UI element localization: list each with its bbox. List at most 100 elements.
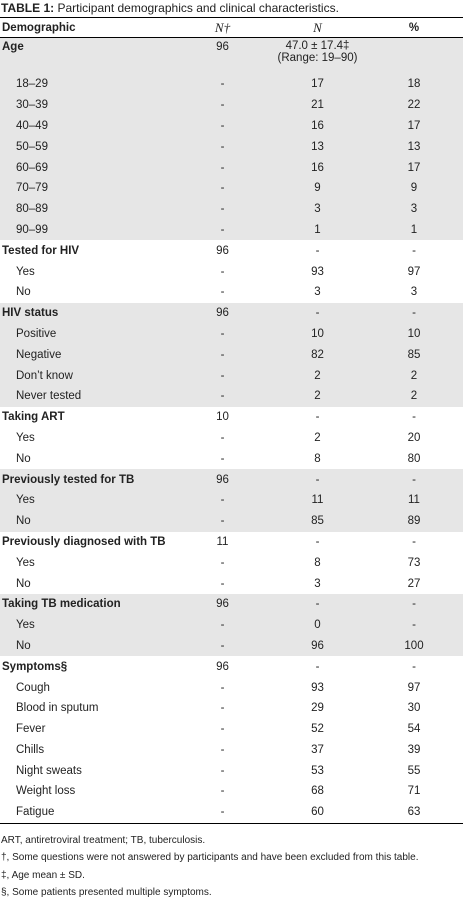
row: Yes - 93 97	[0, 261, 463, 282]
cell: -	[365, 469, 463, 490]
cell: 2	[270, 385, 365, 407]
row: 18–29-17 18	[0, 74, 463, 95]
row-label: Fever	[16, 723, 46, 736]
cell: 96	[216, 660, 229, 673]
cell: -	[175, 344, 270, 366]
row: Weight loss - 68 71	[0, 781, 463, 802]
cell: 2	[314, 431, 321, 444]
row-label: Chills	[16, 743, 45, 756]
cell: -	[220, 723, 225, 736]
group-heading-row: Taking TB medication 96- -	[0, 593, 463, 615]
cell: 3	[365, 198, 463, 220]
group-heading-row: Taking ART 10 - -	[0, 407, 463, 428]
cell: 2	[365, 365, 463, 386]
row-label: No	[16, 452, 31, 465]
cell: 96	[270, 635, 365, 657]
group-heading-row: Symptoms§ 96 - -	[0, 656, 463, 677]
row-label: 70–79	[0, 177, 175, 199]
group-heading-row: Previously diagnosed with TB 11 - -	[0, 532, 463, 553]
table: Demographic N† N % Age 96 47.0 ± 17.4‡ (Ra…	[0, 17, 463, 824]
group-heading-row: Age 96 47.0 ± 17.4‡ (Range: 19–90)	[0, 37, 463, 74]
row-label: 50–59	[0, 136, 175, 158]
header-cell: %	[408, 21, 420, 34]
row-label: 30–39	[0, 94, 175, 116]
row-label: Taking TB medication	[0, 593, 175, 615]
cell: 10	[270, 323, 365, 345]
cell: 3	[314, 577, 321, 590]
cell: -	[220, 806, 225, 819]
row: No -96 100	[0, 635, 463, 657]
footnote: ‡, Age mean ± SD.	[1, 869, 85, 881]
cell: 8	[314, 452, 321, 465]
row-label: Don’t know	[0, 365, 175, 386]
group-heading-row: Tested for HIV 96 - -	[0, 240, 463, 261]
cell: -	[270, 302, 365, 324]
cell: -	[175, 510, 270, 532]
cell: 2	[365, 385, 463, 407]
cell: 22	[365, 94, 463, 116]
row: Fatigue - 60 63	[0, 802, 463, 823]
cell: 53	[311, 764, 324, 777]
cell: -	[175, 177, 270, 199]
row-label: No	[0, 510, 175, 532]
row-label: 90–99	[0, 219, 175, 241]
cell: -	[365, 593, 463, 615]
cell: 20	[407, 431, 421, 444]
cell: 93	[311, 681, 324, 694]
row-label: Yes	[0, 489, 175, 511]
row-label: Taking ART	[2, 411, 65, 424]
row: No - 8 80	[0, 448, 463, 469]
table-header: Demographic N† N %	[0, 18, 463, 38]
cell: -	[175, 198, 270, 220]
row: Never tested -2 2	[0, 385, 463, 407]
cell: 96	[175, 302, 270, 324]
cell: 3	[410, 286, 418, 299]
cell: -	[412, 535, 416, 548]
cell: 1	[365, 219, 463, 241]
cell: 18	[365, 74, 463, 95]
row: Negative -82 85	[0, 344, 463, 366]
row-label: Never tested	[0, 385, 175, 407]
cell: -	[220, 702, 225, 715]
cell: 55	[407, 764, 421, 777]
row-label: Night sweats	[16, 764, 82, 777]
row: Yes - 2 20	[0, 428, 463, 449]
row: 80–89-3 3	[0, 198, 463, 220]
cell: -	[412, 244, 416, 257]
cell: -	[175, 489, 270, 511]
cell: -	[412, 660, 416, 673]
cell: -	[175, 74, 270, 95]
cell: -	[175, 385, 270, 407]
cell: 100	[365, 635, 463, 657]
row-label: Blood in sputum	[16, 702, 99, 715]
cell: -	[175, 219, 270, 241]
cell: -	[175, 157, 270, 178]
cell: 3	[270, 198, 365, 220]
row-label: Negative	[0, 344, 175, 366]
cell: 10	[216, 411, 229, 424]
cell: 10	[365, 323, 463, 345]
row: Cough - 93 97	[0, 677, 463, 698]
cell: 17	[270, 74, 365, 95]
row: 70–79-9 9	[0, 177, 463, 199]
row-label: Cough	[16, 681, 50, 694]
row: Blood in sputum - 29 30	[0, 698, 463, 719]
row-label: No	[16, 286, 31, 299]
row: 30–39-21 22	[0, 94, 463, 116]
row: Night sweats - 53 55	[0, 760, 463, 781]
row: 50–59-13 13	[0, 136, 463, 158]
cell: -	[220, 681, 225, 694]
cell: 0	[270, 614, 365, 636]
cell: 96	[175, 37, 270, 74]
cell: 30	[407, 702, 421, 715]
row-label: Yes	[16, 431, 35, 444]
cell: -	[220, 286, 225, 299]
table-body: Age 96 47.0 ± 17.4‡ (Range: 19–90) 18–29-17…	[0, 37, 463, 824]
cell: 21	[270, 94, 365, 116]
caption-text: Participant demographics and clinical ch…	[57, 1, 339, 15]
cell: 29	[311, 702, 324, 715]
cell: 16	[270, 115, 365, 137]
row: 40–49-16 17	[0, 115, 463, 137]
cell: 96	[175, 469, 270, 490]
